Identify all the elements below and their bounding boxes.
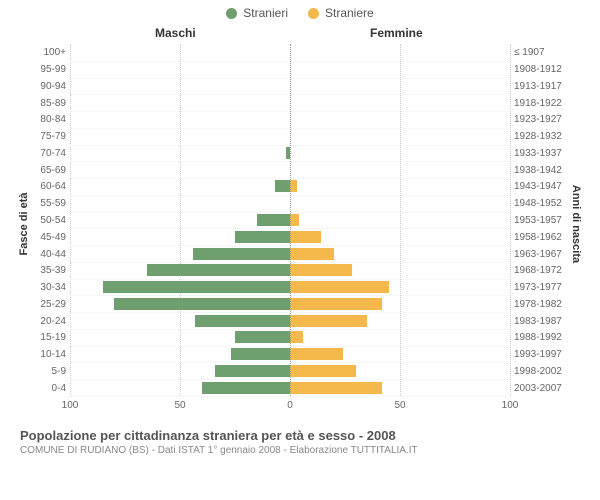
swatch-female bbox=[308, 8, 319, 19]
chart-subtitle: COMUNE DI RUDIANO (BS) - Dati ISTAT 1° g… bbox=[20, 445, 580, 456]
bar-female bbox=[290, 382, 382, 394]
age-label: 50-54 bbox=[32, 213, 66, 228]
bar-female bbox=[290, 231, 321, 243]
birth-year-label: 1968-1972 bbox=[514, 263, 576, 278]
age-label: 25-29 bbox=[32, 297, 66, 312]
birth-year-label: 1943-1947 bbox=[514, 179, 576, 194]
center-axis bbox=[290, 44, 291, 396]
birth-year-label: 1983-1987 bbox=[514, 314, 576, 329]
bar-female bbox=[290, 264, 352, 276]
birth-year-label: 1953-1957 bbox=[514, 213, 576, 228]
birth-year-label: 1963-1967 bbox=[514, 247, 576, 262]
bar-female bbox=[290, 281, 389, 293]
bar-female bbox=[290, 315, 367, 327]
bar-male bbox=[231, 348, 290, 360]
column-title-left: Maschi bbox=[155, 26, 196, 40]
bar-female bbox=[290, 365, 356, 377]
footer: Popolazione per cittadinanza straniera p… bbox=[20, 428, 580, 456]
birth-year-label: 1998-2002 bbox=[514, 364, 576, 379]
bar-male bbox=[235, 231, 290, 243]
age-label: 0-4 bbox=[32, 381, 66, 396]
age-label: 70-74 bbox=[32, 146, 66, 161]
bar-male bbox=[195, 315, 290, 327]
bar-female bbox=[290, 348, 343, 360]
legend-male: Stranieri bbox=[226, 6, 288, 20]
birth-year-label: 1948-1952 bbox=[514, 196, 576, 211]
grid-line-v bbox=[510, 44, 511, 396]
bar-male bbox=[275, 180, 290, 192]
age-label: 55-59 bbox=[32, 196, 66, 211]
age-label: 95-99 bbox=[32, 62, 66, 77]
legend-male-label: Stranieri bbox=[243, 6, 288, 20]
chart-title: Popolazione per cittadinanza straniera p… bbox=[20, 428, 580, 443]
birth-year-label: 1993-1997 bbox=[514, 347, 576, 362]
legend: Stranieri Straniere bbox=[0, 0, 600, 24]
column-title-right: Femmine bbox=[370, 26, 423, 40]
bar-male bbox=[215, 365, 290, 377]
y-axis-title-left: Fasce di età bbox=[18, 193, 30, 256]
x-tick-label: 100 bbox=[502, 400, 519, 411]
age-label: 40-44 bbox=[32, 247, 66, 262]
bar-female bbox=[290, 331, 303, 343]
x-tick-label: 0 bbox=[287, 400, 293, 411]
age-label: 65-69 bbox=[32, 163, 66, 178]
age-label: 35-39 bbox=[32, 263, 66, 278]
bar-male bbox=[103, 281, 290, 293]
birth-year-label: ≤ 1907 bbox=[514, 45, 576, 60]
swatch-male bbox=[226, 8, 237, 19]
pyramid-chart: Maschi Femmine Fasce di età Anni di nasc… bbox=[20, 24, 580, 424]
birth-year-label: 1938-1942 bbox=[514, 163, 576, 178]
x-tick-label: 50 bbox=[394, 400, 405, 411]
age-label: 10-14 bbox=[32, 347, 66, 362]
birth-year-label: 1918-1922 bbox=[514, 96, 576, 111]
bar-female bbox=[290, 298, 382, 310]
age-label: 30-34 bbox=[32, 280, 66, 295]
birth-year-label: 1958-1962 bbox=[514, 230, 576, 245]
age-label: 75-79 bbox=[32, 129, 66, 144]
birth-year-label: 1978-1982 bbox=[514, 297, 576, 312]
x-labels: 10050050100 bbox=[70, 400, 510, 414]
age-label: 100+ bbox=[32, 45, 66, 60]
bar-male bbox=[257, 214, 290, 226]
birth-year-label: 1988-1992 bbox=[514, 330, 576, 345]
bar-male bbox=[235, 331, 290, 343]
age-label: 80-84 bbox=[32, 112, 66, 127]
birth-year-label: 1913-1917 bbox=[514, 79, 576, 94]
bar-female bbox=[290, 248, 334, 260]
birth-year-label: 2003-2007 bbox=[514, 381, 576, 396]
bar-male bbox=[147, 264, 290, 276]
bar-male bbox=[202, 382, 290, 394]
birth-year-label: 1933-1937 bbox=[514, 146, 576, 161]
age-label: 20-24 bbox=[32, 314, 66, 329]
birth-year-label: 1908-1912 bbox=[514, 62, 576, 77]
age-label: 60-64 bbox=[32, 179, 66, 194]
x-tick-label: 50 bbox=[174, 400, 185, 411]
birth-year-label: 1928-1932 bbox=[514, 129, 576, 144]
legend-female-label: Straniere bbox=[325, 6, 374, 20]
age-label: 90-94 bbox=[32, 79, 66, 94]
legend-female: Straniere bbox=[308, 6, 374, 20]
bar-male bbox=[193, 248, 290, 260]
grid-line-h bbox=[70, 396, 510, 397]
bar-female bbox=[290, 214, 299, 226]
age-label: 15-19 bbox=[32, 330, 66, 345]
x-tick-label: 100 bbox=[62, 400, 79, 411]
birth-year-label: 1923-1927 bbox=[514, 112, 576, 127]
age-label: 45-49 bbox=[32, 230, 66, 245]
bar-male bbox=[114, 298, 290, 310]
plot-area bbox=[70, 44, 510, 396]
birth-year-label: 1973-1977 bbox=[514, 280, 576, 295]
age-label: 5-9 bbox=[32, 364, 66, 379]
age-label: 85-89 bbox=[32, 96, 66, 111]
